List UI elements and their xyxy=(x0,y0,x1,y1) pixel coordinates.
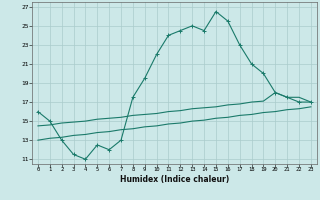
X-axis label: Humidex (Indice chaleur): Humidex (Indice chaleur) xyxy=(120,175,229,184)
